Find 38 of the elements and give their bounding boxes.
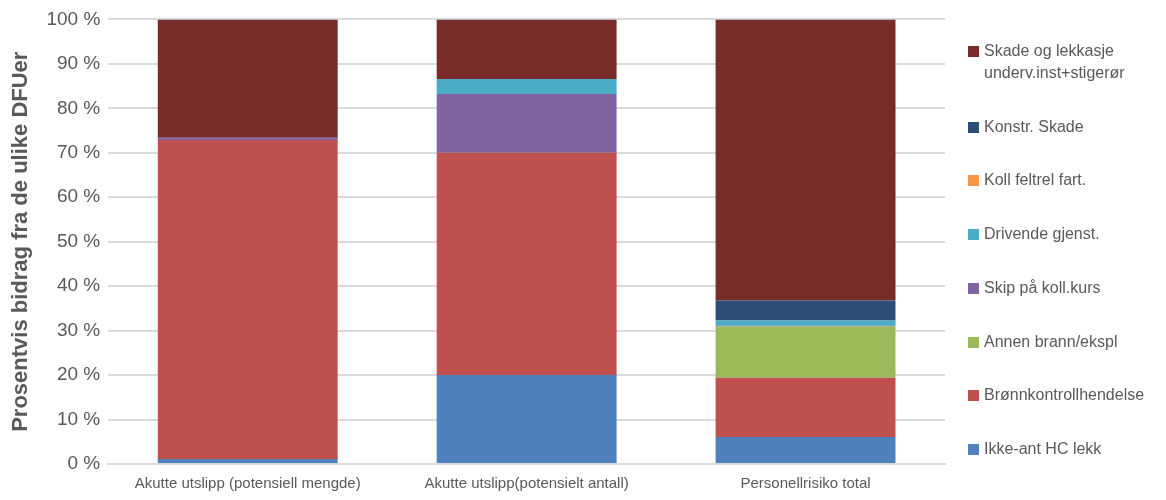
bar (715, 326, 896, 378)
bar (436, 78, 617, 95)
bar (436, 19, 617, 79)
bar (157, 19, 338, 138)
y-tick-label: 90 % (56, 52, 101, 74)
x-tick-label: Akutte utslipp(potensielt antall) (424, 474, 629, 492)
y-axis-title: Prosentvis bidrag fra de ulike DFUer (7, 51, 33, 432)
bar (157, 459, 338, 463)
y-tick-label: 20 % (56, 363, 101, 385)
bar (436, 375, 617, 463)
legend-label: Brønnkontrollhendelse (984, 385, 1145, 406)
bar (715, 377, 896, 437)
y-tick-label: 0 % (67, 452, 101, 474)
legend-label: Skade og lekkasje underv.inst+stigerør (984, 41, 1126, 83)
y-tick-label: 60 % (56, 185, 101, 207)
y-tick-label: 50 % (56, 229, 101, 251)
x-tick-label: Akutte utslipp (potensiell mengde) (134, 474, 361, 492)
y-tick-label: 40 % (56, 274, 101, 296)
bar (715, 436, 896, 463)
y-tick-label: 30 % (56, 318, 101, 340)
bar (715, 300, 896, 321)
legend-label: Koll feltrel fart. (984, 170, 1087, 191)
legend-label: Annen brann/ekspl (984, 331, 1118, 352)
y-tick-label: 70 % (56, 141, 101, 163)
bar (715, 320, 896, 326)
bar (157, 137, 338, 140)
bar (436, 152, 617, 376)
legend-label: Skip på koll.kurs (984, 277, 1101, 298)
bar (436, 94, 617, 153)
y-tick-label: 100 % (46, 7, 101, 29)
legend-label: Ikke-ant HC lekk (984, 438, 1102, 459)
bar (715, 19, 896, 301)
legend-label: Drivende gjenst. (984, 224, 1100, 245)
y-tick-label: 10 % (56, 407, 101, 429)
bar (157, 139, 338, 460)
x-tick-label: Personellrisiko total (740, 474, 871, 492)
y-tick-label: 80 % (56, 96, 101, 118)
legend-label: Konstr. Skade (984, 116, 1084, 137)
